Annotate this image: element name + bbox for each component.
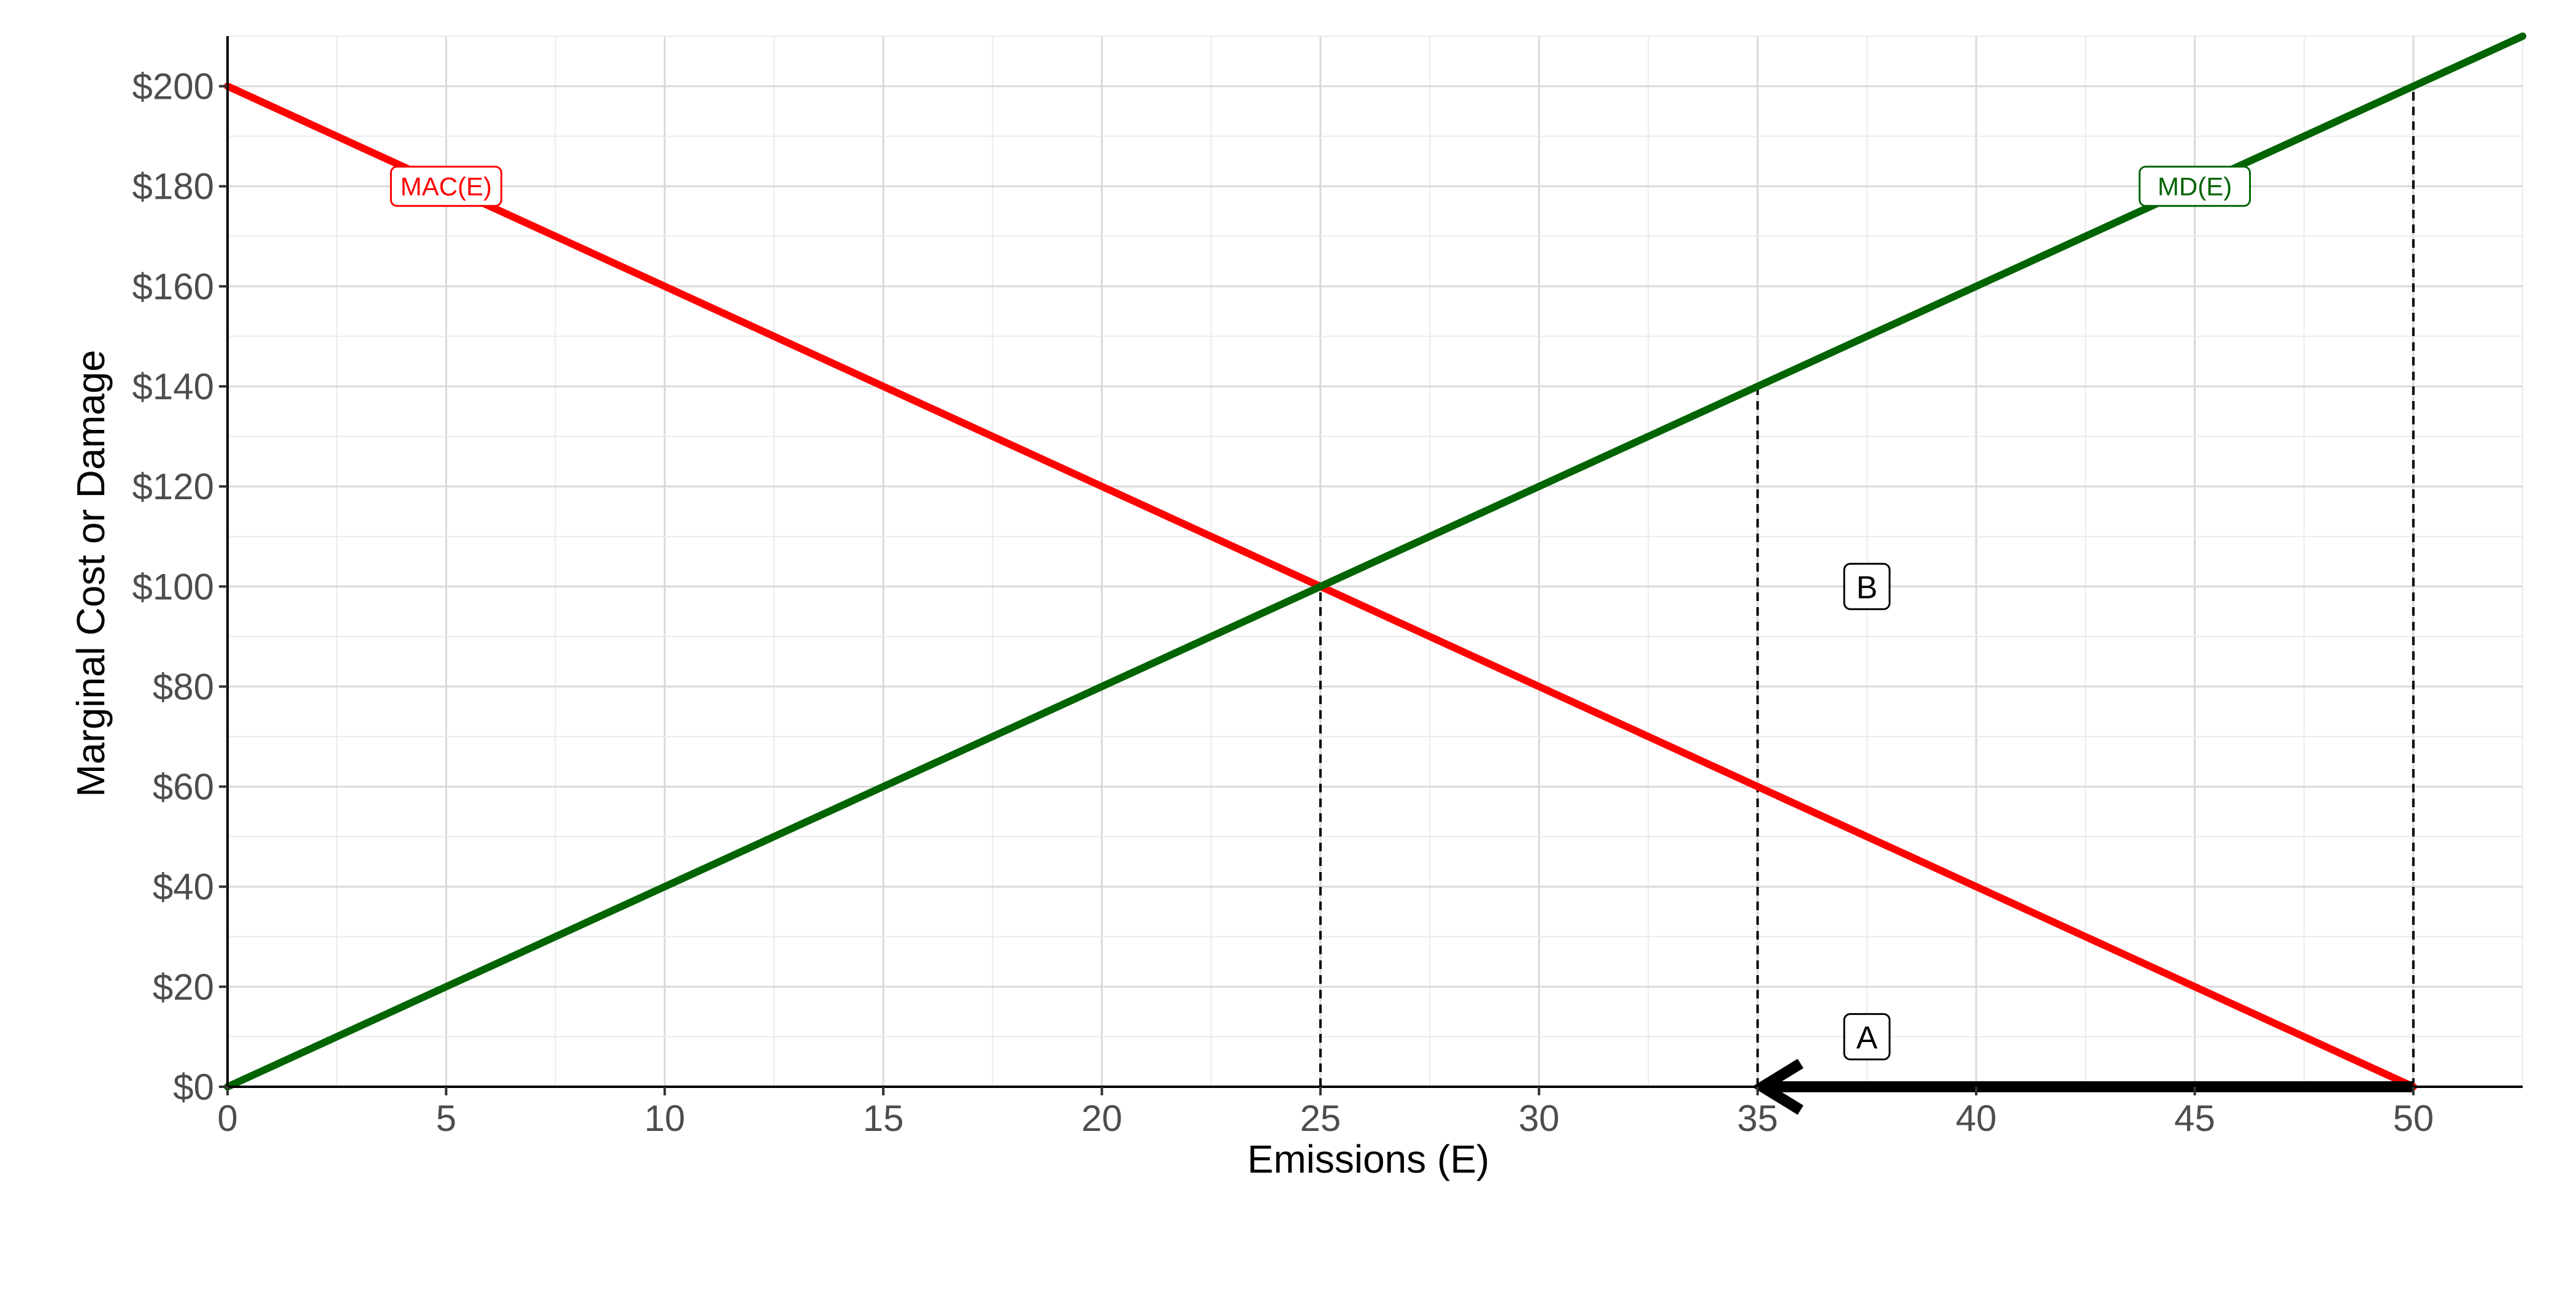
x-tick-label: 20 bbox=[1081, 1098, 1122, 1139]
y-tick-label: $100 bbox=[132, 566, 214, 607]
y-tick-label: $160 bbox=[132, 266, 214, 307]
reference-lines bbox=[1319, 86, 2415, 1087]
x-tick-label: 0 bbox=[217, 1098, 237, 1139]
y-tick-label: $20 bbox=[153, 967, 214, 1008]
y-tick-label: $140 bbox=[132, 366, 214, 407]
x-tick-label: 35 bbox=[1737, 1098, 1778, 1139]
series-labels: MAC(E) MD(E) bbox=[389, 166, 2251, 207]
x-tick-label: 15 bbox=[863, 1098, 904, 1139]
x-tick-label: 45 bbox=[2174, 1098, 2215, 1139]
x-tick-label: 40 bbox=[1956, 1098, 1997, 1139]
x-tick-label: 50 bbox=[2393, 1098, 2434, 1139]
y-tick-label: $80 bbox=[153, 666, 214, 707]
annotation-label: B bbox=[1857, 570, 1878, 605]
series-label-box bbox=[389, 166, 502, 207]
series-label: MAC(E) bbox=[401, 172, 492, 201]
series-label-box bbox=[2138, 166, 2251, 207]
x-tick-label: 25 bbox=[1300, 1098, 1341, 1139]
x-tick-label: 10 bbox=[644, 1098, 685, 1139]
annotations: AB bbox=[1843, 562, 1891, 1060]
annotation-box bbox=[1843, 562, 1891, 610]
series-lines bbox=[224, 33, 2526, 1090]
x-tick-label: 5 bbox=[436, 1098, 456, 1139]
y-tick-label: $200 bbox=[132, 66, 214, 107]
x-tick-label: 30 bbox=[1519, 1098, 1560, 1139]
y-tick-label: $40 bbox=[153, 867, 214, 908]
y-axis-title: Marginal Cost or Damage bbox=[69, 350, 113, 797]
annotation-label: A bbox=[1857, 1020, 1878, 1055]
y-tick-label: $60 bbox=[153, 767, 214, 808]
x-axis-title: Emissions (E) bbox=[1248, 1137, 1490, 1181]
series-line bbox=[224, 33, 2526, 1090]
annotation-box bbox=[1843, 1013, 1891, 1060]
y-tick-label: $0 bbox=[173, 1067, 214, 1108]
y-tick-label: $180 bbox=[132, 166, 214, 207]
axes: 0 5 10 15 20 25 30 35 40 45 50 $0 $20 $40 $60 $80 $100 $1… bbox=[132, 36, 2523, 1139]
series-label: MD(E) bbox=[2158, 172, 2232, 201]
y-tick-label: $120 bbox=[132, 466, 214, 507]
